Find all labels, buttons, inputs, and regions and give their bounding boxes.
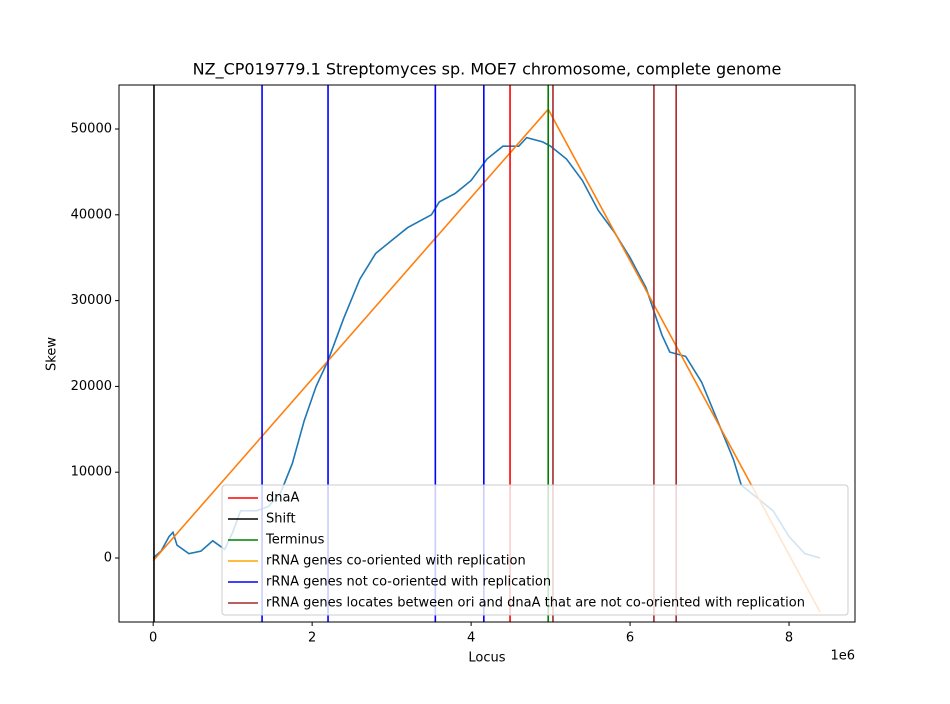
y-axis-label: Skew bbox=[45, 337, 60, 371]
legend-label: rRNA genes co-oriented with replication bbox=[266, 554, 526, 569]
y-tick-label: 10000 bbox=[71, 465, 112, 480]
legend-label: rRNA genes locates between ori and dnaA … bbox=[266, 596, 805, 611]
y-tick-label: 0 bbox=[104, 550, 112, 565]
y-tick-label: 50000 bbox=[71, 122, 112, 137]
y-tick-label: 40000 bbox=[71, 207, 112, 222]
chart-title: NZ_CP019779.1 Streptomyces sp. MOE7 chro… bbox=[193, 60, 782, 80]
x-axis-label: Locus bbox=[468, 651, 505, 666]
legend-label: Shift bbox=[266, 512, 296, 527]
legend-label: rRNA genes not co-oriented with replicat… bbox=[266, 575, 551, 590]
y-tick-label: 30000 bbox=[71, 293, 112, 308]
legend-box bbox=[221, 484, 849, 616]
legend-label: Terminus bbox=[265, 533, 325, 548]
x-tick-label: 0 bbox=[149, 631, 157, 646]
x-tick-label: 8 bbox=[785, 631, 793, 646]
x-tick-label: 4 bbox=[467, 631, 475, 646]
x-tick-label: 6 bbox=[626, 631, 634, 646]
y-tick-label: 20000 bbox=[71, 379, 112, 394]
x-tick-label: 2 bbox=[308, 631, 316, 646]
axes-frame bbox=[118, 84, 856, 623]
legend-label: dnaA bbox=[266, 491, 299, 506]
x-offset-label: 1e6 bbox=[830, 649, 855, 664]
